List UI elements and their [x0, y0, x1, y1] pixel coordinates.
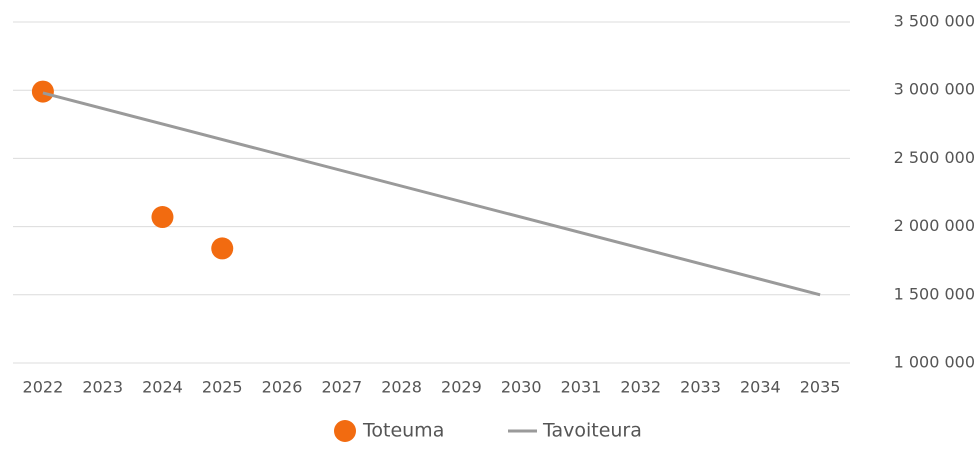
x-tick-label: 2034 — [740, 378, 781, 397]
legend-label: Tavoiteura — [542, 420, 642, 442]
x-tick-label: 2022 — [23, 378, 64, 397]
data-point — [31, 80, 54, 103]
x-tick-label: 2031 — [561, 378, 602, 397]
x-tick-label: 2026 — [262, 378, 303, 397]
x-tick-label: 2023 — [82, 378, 123, 397]
data-point — [151, 206, 174, 229]
x-tick-label: 2029 — [441, 378, 482, 397]
series-line — [42, 91, 821, 297]
y-tick-label: 1 000 000 — [894, 353, 975, 372]
data-point — [211, 237, 234, 260]
y-tick-label: 2 500 000 — [894, 148, 975, 167]
legend-label: Toteuma — [362, 420, 444, 442]
y-tick-label: 3 500 000 — [894, 12, 975, 31]
x-tick-label: 2028 — [381, 378, 422, 397]
x-tick-label: 2035 — [800, 378, 841, 397]
x-tick-label: 2024 — [142, 378, 183, 397]
legend-marker — [334, 420, 356, 442]
y-tick-label: 3 000 000 — [894, 80, 975, 99]
x-tick-label: 2032 — [620, 378, 661, 397]
x-tick-label: 2027 — [321, 378, 362, 397]
x-tick-label: 2025 — [202, 378, 243, 397]
x-tick-label: 2033 — [680, 378, 721, 397]
x-tick-label: 2030 — [501, 378, 542, 397]
y-tick-label: 1 500 000 — [894, 284, 975, 303]
y-tick-label: 2 000 000 — [894, 216, 975, 235]
